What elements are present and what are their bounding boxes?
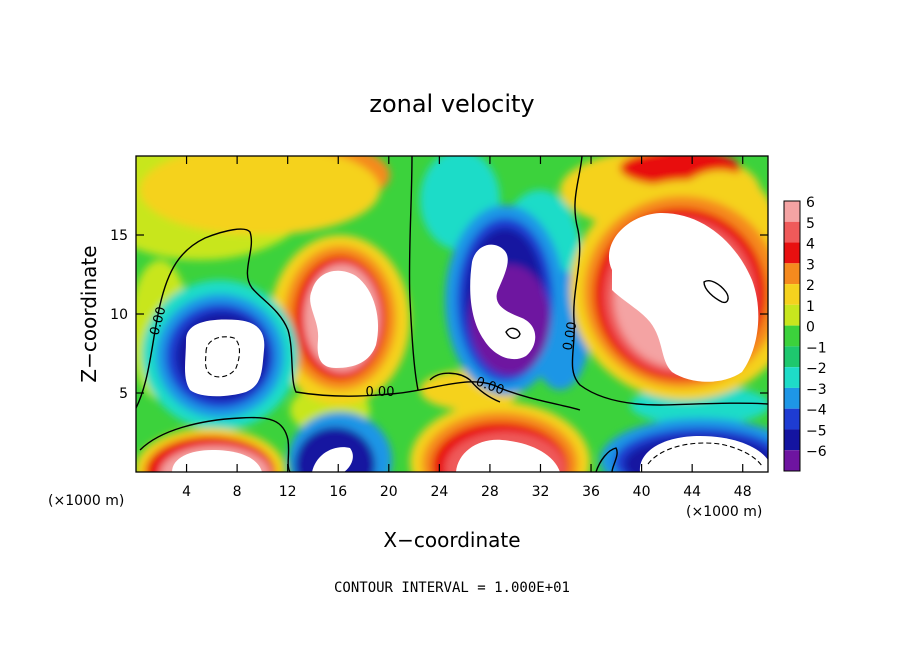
contour-zero xyxy=(595,447,618,472)
contour-label: 0.00 xyxy=(147,305,169,337)
x-tick-label: 48 xyxy=(734,484,752,500)
y-tick-label: 10 xyxy=(110,307,128,323)
zero-contours xyxy=(136,156,768,472)
contour-zero xyxy=(139,416,291,472)
colorbar-label: 2 xyxy=(806,278,815,294)
colorbar-label: 0 xyxy=(806,320,815,336)
colorbar-swatch xyxy=(784,450,800,471)
colorbar-label: 5 xyxy=(806,216,815,232)
contour-label: 0.00 xyxy=(561,321,581,352)
colorbar-label: 6 xyxy=(806,195,815,211)
x-tick-label: 24 xyxy=(430,484,448,500)
colorbar-swatch xyxy=(784,429,800,451)
contour-zero xyxy=(505,327,521,339)
saturated-region xyxy=(608,212,759,382)
contour-zero xyxy=(703,280,729,304)
colorbar-label: −6 xyxy=(806,444,827,460)
x-tick-label: 32 xyxy=(532,484,550,500)
x-unit-right: (×1000 m) xyxy=(686,504,762,520)
contour-zero xyxy=(136,228,581,411)
contour-zero xyxy=(408,156,419,391)
contour-zero xyxy=(571,156,768,406)
y-tick-label: 15 xyxy=(110,228,128,244)
colorbar-swatch xyxy=(784,284,800,305)
chart-title: zonal velocity xyxy=(369,90,534,118)
contour-label: 0.00 xyxy=(366,385,395,400)
contour-negative xyxy=(204,336,241,378)
negative-contours xyxy=(204,336,763,467)
x-tick-label: 20 xyxy=(380,484,398,500)
field-shade xyxy=(140,156,380,235)
colorbar-swatch xyxy=(784,263,800,285)
colorbar-label: −1 xyxy=(806,340,827,356)
colorbar-swatch xyxy=(784,387,800,409)
contour-zero xyxy=(429,372,501,403)
colorbar-swatch xyxy=(784,304,800,326)
saturated-region xyxy=(172,450,262,472)
saturated-region xyxy=(639,436,768,472)
colorbar-swatch xyxy=(784,325,800,347)
colorbar-swatch xyxy=(784,221,800,243)
colorbar-swatch xyxy=(784,242,800,264)
x-axis-label: X−coordinate xyxy=(383,528,520,552)
saturated-region xyxy=(185,319,265,397)
x-tick-label: 40 xyxy=(633,484,651,500)
colorbar: 6 5 4 3 2 1 0 −1 −2 −3 −4 −5 −6 xyxy=(783,195,827,472)
saturated-region xyxy=(470,244,536,360)
colorbar-label: 4 xyxy=(806,237,815,253)
x-tick-label: 36 xyxy=(582,484,600,500)
contour-interval-note: CONTOUR INTERVAL = 1.000E+01 xyxy=(334,580,570,596)
x-axis: 4 8 12 16 20 24 28 32 36 40 44 48 xyxy=(182,156,752,500)
y-axis-label: Z−coordinate xyxy=(77,245,101,382)
colorbar-swatch xyxy=(784,408,800,430)
x-tick-label: 4 xyxy=(182,484,191,500)
saturated-region xyxy=(310,270,379,368)
colorbar-frame xyxy=(783,200,801,472)
colorbar-swatch xyxy=(784,201,800,222)
x-tick-label: 44 xyxy=(683,484,701,500)
colorbar-label: 3 xyxy=(806,257,815,273)
colorbar-swatch xyxy=(784,367,800,388)
x-tick-label: 12 xyxy=(279,484,297,500)
saturated-region xyxy=(312,447,353,472)
x-tick-label: 16 xyxy=(329,484,347,500)
colorbar-swatch xyxy=(784,346,800,368)
colorbar-label: 1 xyxy=(806,299,815,315)
colorbar-label: −5 xyxy=(806,423,827,439)
x-tick-label: 8 xyxy=(233,484,242,500)
y-axis: 5 10 15 xyxy=(110,228,768,402)
contour-labels: 0.00 0.00 0.00 0.00 xyxy=(147,305,580,400)
x-unit-left: (×1000 m) xyxy=(48,493,124,509)
saturated-region xyxy=(456,439,560,472)
colorbar-label: −3 xyxy=(806,382,827,398)
y-tick-label: 5 xyxy=(119,386,128,402)
colorbar-label: −2 xyxy=(806,361,827,377)
x-tick-label: 28 xyxy=(481,484,499,500)
velocity-field: 0.00 0.00 0.00 0.00 xyxy=(136,156,768,472)
contour-negative xyxy=(647,442,763,467)
colorbar-label: −4 xyxy=(806,403,827,419)
